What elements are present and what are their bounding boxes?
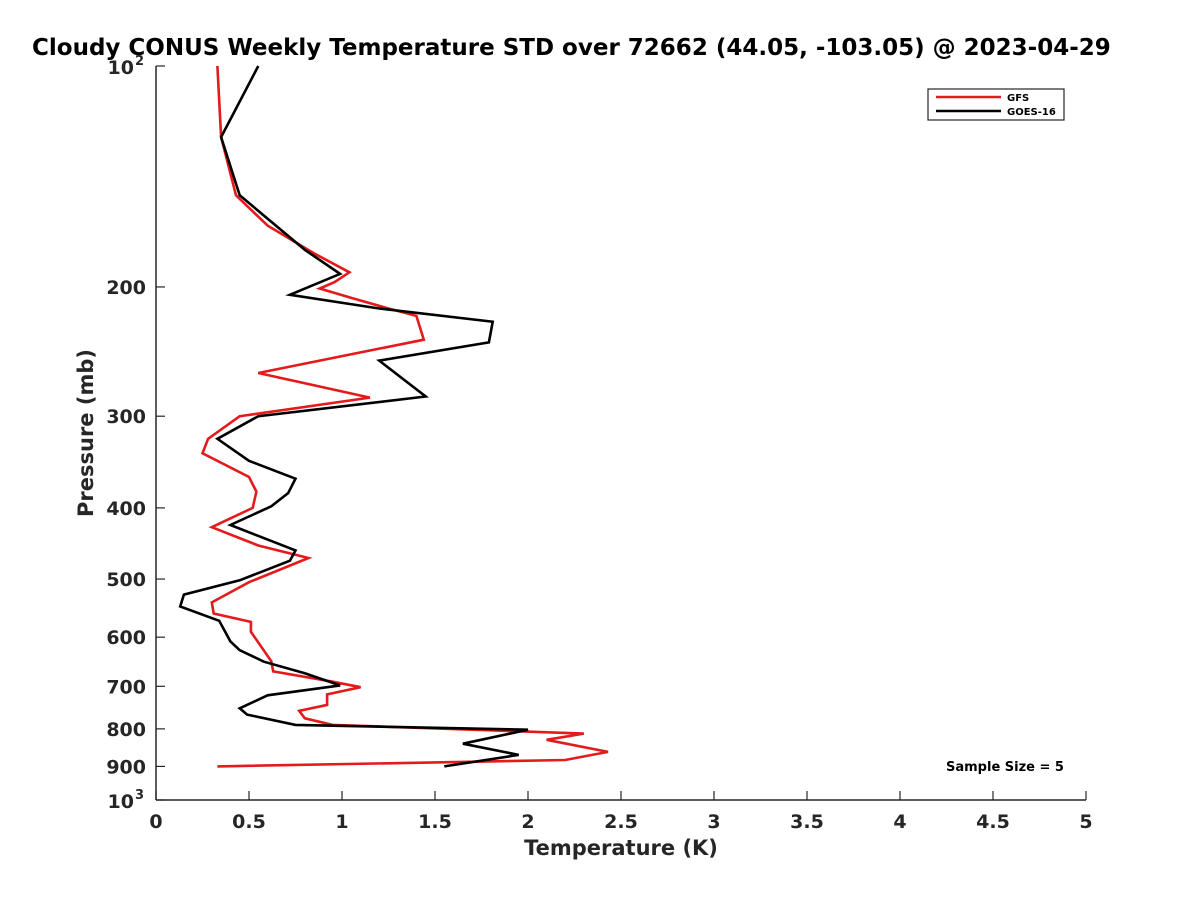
legend: GFS GOES-16 <box>927 88 1065 121</box>
legend-label-goes16: GOES-16 <box>1007 107 1056 118</box>
y-tick-label: 400 <box>106 498 146 520</box>
x-tick-label: 4.5 <box>976 811 1010 833</box>
y-tick-label: 900 <box>106 756 146 778</box>
series-line-goes16 <box>178 65 529 768</box>
y-tick-label: 600 <box>106 627 146 649</box>
legend-label-gfs: GFS <box>1007 93 1029 104</box>
x-tick-label: 1 <box>335 811 348 833</box>
y-tick-label: 500 <box>106 569 146 591</box>
x-tick-label: 0 <box>149 811 162 833</box>
y-tick-label: 700 <box>106 676 146 698</box>
y-axis-label: Pressure (mb) <box>74 349 98 517</box>
x-tick-label: 2 <box>521 811 534 833</box>
legend-box <box>927 88 1065 121</box>
y-tick-label: 800 <box>106 719 146 741</box>
y-tick-label: 300 <box>106 406 146 428</box>
plot-lines <box>178 65 609 768</box>
series-line-gfs <box>200 65 609 768</box>
y-tick-label: 10 <box>108 57 134 79</box>
sample-size-annotation: Sample Size = 5 <box>946 760 1064 775</box>
x-tick-label: 5 <box>1079 811 1092 833</box>
x-axis-label: Temperature (K) <box>524 836 718 860</box>
y-tick-exponent: 2 <box>135 54 144 69</box>
x-tick-label: 2.5 <box>604 811 638 833</box>
y-tick-exponent: 3 <box>135 788 144 803</box>
x-tick-label: 1.5 <box>418 811 452 833</box>
x-tick-label: 3.5 <box>790 811 824 833</box>
x-tick-label: 3 <box>707 811 720 833</box>
y-tick-label: 200 <box>106 277 146 299</box>
x-tick-label: 0.5 <box>232 811 266 833</box>
x-axis-ticks: 0 0.5 1 1.5 2 2.5 3 3.5 4 4.5 5 <box>149 791 1093 833</box>
x-tick-label: 4 <box>893 811 906 833</box>
chart-title: Cloudy CONUS Weekly Temperature STD over… <box>32 35 1111 61</box>
y-tick-label: 10 <box>108 791 134 813</box>
